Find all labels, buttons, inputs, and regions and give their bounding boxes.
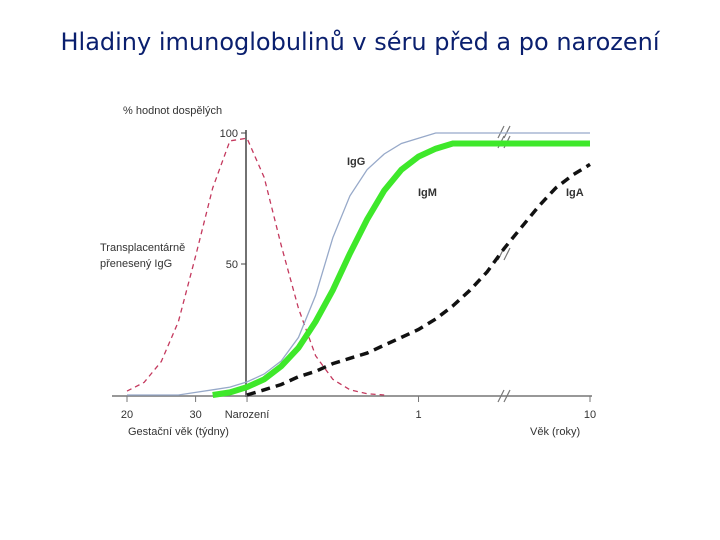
series-line xyxy=(127,132,590,396)
x-tick-label: 1 xyxy=(415,409,421,421)
x-axis-label: Věk (roky) xyxy=(530,426,580,438)
series-label: Transplacentárně přenesený IgG xyxy=(100,242,186,270)
x-tick-label: 20 xyxy=(121,409,133,421)
series-line xyxy=(126,137,385,396)
series-label: IgG xyxy=(347,156,365,168)
y-tick-label: 100 xyxy=(220,128,238,140)
x-tick-label: Narození xyxy=(225,409,270,421)
chart-title: Hladiny imunoglobulinů v séru před a po … xyxy=(60,28,660,56)
series-label: IgA xyxy=(566,187,584,199)
y-tick-label: 50 xyxy=(226,259,238,271)
axis-break xyxy=(497,125,511,403)
x-axis-label: Gestační věk (týdny) xyxy=(128,426,229,438)
series-line xyxy=(212,140,590,398)
y-axis-label: % hodnot dospělých xyxy=(123,105,222,117)
x-tick-label: 30 xyxy=(189,409,201,421)
x-tick-label: 10 xyxy=(584,409,596,421)
series-label: IgM xyxy=(418,187,437,199)
series-line xyxy=(246,162,591,397)
